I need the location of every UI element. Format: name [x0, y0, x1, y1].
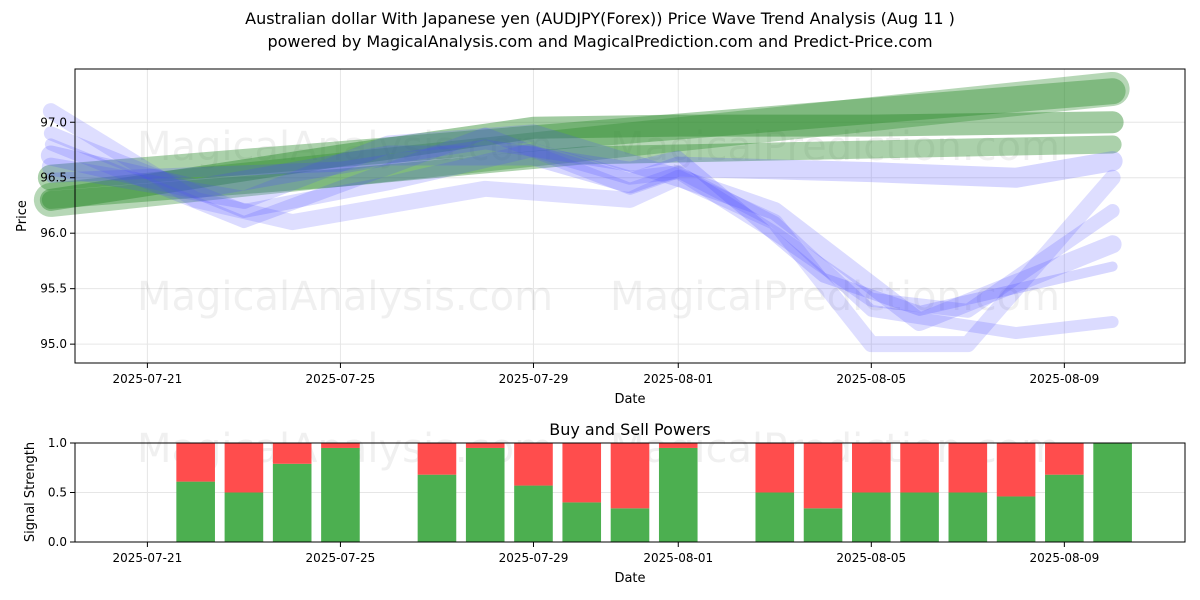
signal-y-tick-label: 0.5 — [48, 486, 67, 500]
sell-bar — [176, 443, 215, 482]
sell-bar — [1045, 443, 1084, 475]
buy-bar — [948, 492, 988, 542]
price-wave-band-green — [39, 111, 1124, 211]
buy-bar — [562, 502, 602, 542]
signal-x-tick-label: 2025-08-09 — [1029, 551, 1099, 565]
sell-bar — [900, 443, 939, 493]
watermark-text: MagicalAnalysis.com — [137, 274, 553, 320]
sell-bar — [996, 443, 1036, 497]
sell-bar — [948, 443, 988, 493]
signal-plot: Buy and Sell Powers MagicalAnalysis.comM… — [23, 420, 1186, 586]
price-x-axis: 2025-07-21 2025-07-25 2025-07-29 2025-08-01… — [113, 363, 1099, 386]
signal-x-tick-label: 2025-07-21 — [113, 551, 183, 565]
sell-bar — [417, 443, 457, 475]
price-wave-band-green — [33, 71, 1130, 217]
price-x-tick-label: 2025-07-29 — [499, 372, 569, 386]
buy-bar — [224, 492, 264, 542]
price-wave-band-blue — [44, 127, 1119, 340]
price-y-tick-label: 96.0 — [40, 226, 67, 240]
sell-bar — [465, 443, 505, 448]
price-x-tick-label: 2025-07-25 — [306, 372, 376, 386]
sell-bar — [272, 443, 312, 464]
buy-bar — [176, 481, 215, 542]
signal-x-label: Date — [614, 571, 645, 586]
buy-bar — [755, 492, 795, 542]
price-wave-plot: MagicalAnalysis.com MagicalPrediction.com… — [15, 68, 1186, 407]
price-bands — [33, 71, 1130, 353]
buy-bar — [803, 508, 843, 542]
signal-y-label: Signal Strength — [23, 442, 38, 542]
signal-y-axis: 0.0 0.5 1.0 — [48, 436, 75, 549]
signal-title: Buy and Sell Powers — [549, 420, 711, 439]
signal-x-tick-label: 2025-08-05 — [836, 551, 906, 565]
buy-bar — [900, 492, 939, 542]
price-y-tick-label: 95.5 — [40, 282, 67, 296]
chart-title: Australian dollar With Japanese yen (AUD… — [245, 9, 955, 28]
buy-bar — [1093, 443, 1132, 542]
price-grid — [75, 69, 1185, 363]
chart-subtitle: powered by MagicalAnalysis.com and Magic… — [267, 32, 933, 51]
price-y-axis: 95.0 95.5 96.0 96.5 97.0 — [40, 115, 75, 351]
sell-bar — [562, 443, 602, 503]
price-x-label: Date — [614, 392, 645, 407]
sell-bar — [514, 443, 553, 486]
price-plot-frame — [74, 68, 1186, 364]
watermark-text: MagicalPrediction.com — [610, 124, 1060, 170]
buy-bar — [852, 492, 891, 542]
price-wave-band-blue — [40, 145, 1123, 199]
price-wave-band-blue — [45, 139, 1118, 316]
price-y-tick-label: 95.0 — [40, 337, 67, 351]
price-x-tick-label: 2025-08-09 — [1029, 372, 1099, 386]
sell-bar — [755, 443, 795, 493]
price-y-label: Price — [15, 200, 30, 232]
signal-x-axis: 2025-07-21 2025-07-25 2025-07-29 2025-08-01… — [113, 542, 1099, 565]
signal-y-tick-label: 0.0 — [48, 535, 67, 549]
signal-x-tick-label: 2025-07-25 — [306, 551, 376, 565]
watermark-text: MagicalPrediction.com — [610, 274, 1060, 320]
signal-bars — [176, 443, 1132, 542]
price-watermark: MagicalAnalysis.com MagicalPrediction.com… — [137, 124, 1060, 320]
buy-bar — [996, 496, 1036, 542]
price-wave-band-blue — [42, 103, 1121, 353]
watermark-text: MagicalAnalysis.com — [137, 124, 553, 170]
price-y-tick-label: 97.0 — [40, 115, 67, 129]
price-wave-band-green — [37, 78, 1126, 191]
price-wave-band-blue — [43, 126, 1120, 318]
sell-bar — [224, 443, 264, 493]
sell-bar — [610, 443, 650, 509]
buy-bar — [465, 447, 505, 542]
buy-bar — [514, 485, 553, 542]
signal-y-tick-label: 1.0 — [48, 436, 67, 450]
sell-bar — [852, 443, 891, 493]
signal-x-tick-label: 2025-08-01 — [643, 551, 713, 565]
sell-bar — [803, 443, 843, 509]
buy-bar — [658, 447, 698, 542]
sell-bar — [658, 443, 698, 448]
signal-x-tick-label: 2025-07-29 — [499, 551, 569, 565]
price-x-tick-label: 2025-08-05 — [836, 372, 906, 386]
price-y-tick-label: 96.5 — [40, 171, 67, 185]
buy-bar — [1045, 474, 1084, 542]
price-x-tick-label: 2025-07-21 — [113, 372, 183, 386]
buy-bar — [321, 447, 360, 542]
price-wave-band-green — [41, 135, 1122, 209]
buy-bar — [417, 474, 457, 542]
price-x-tick-label: 2025-08-01 — [643, 372, 713, 386]
sell-bar — [321, 443, 360, 448]
buy-bar — [272, 463, 312, 542]
price-wave-band-blue — [41, 124, 1122, 331]
buy-bar — [610, 508, 650, 542]
